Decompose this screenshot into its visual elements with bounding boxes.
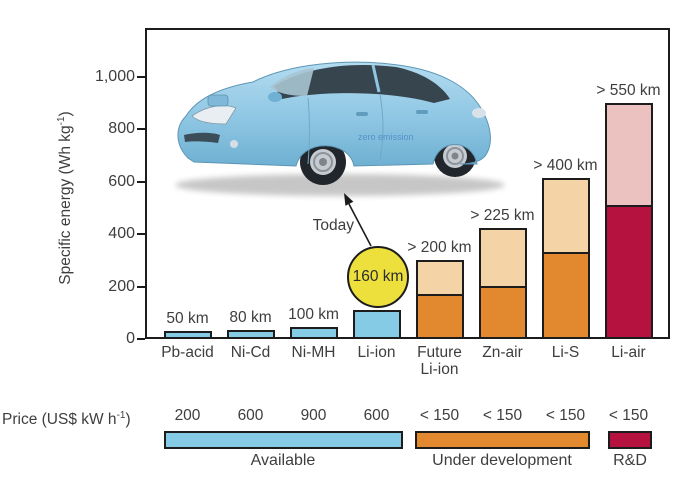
- category-label: Ni-MH: [291, 344, 336, 361]
- y-axis-title-sup: -1: [56, 116, 67, 126]
- bar-segment-available: [226, 329, 275, 339]
- bar-segment-rnd_projected: [604, 103, 653, 207]
- bar-segment-available: [289, 327, 338, 339]
- bar-ni-cd: [226, 329, 275, 339]
- y-tick-label: 800: [108, 120, 135, 138]
- bar-segment-under_development: [415, 295, 464, 339]
- car-shadow: [175, 174, 505, 196]
- car-pillar: [371, 64, 381, 93]
- legend-caption-under-development: Under development: [432, 452, 572, 469]
- car-bumper-intake: [184, 132, 220, 143]
- car-door-line2: [307, 97, 310, 165]
- price-label-close: ): [125, 411, 131, 429]
- price-label-sup: -1: [116, 410, 126, 421]
- range-label: > 400 km: [533, 156, 598, 174]
- category-label: Li-ion: [357, 344, 396, 361]
- bar-pb-acid: [163, 331, 212, 339]
- legend-band-available: [164, 431, 403, 449]
- range-label: 100 km: [288, 306, 339, 324]
- category-label: Li-air: [611, 344, 646, 361]
- bar-segment-available: [163, 331, 212, 339]
- bar-segment-under_development_projected: [541, 177, 590, 254]
- y-tick-mark: [137, 233, 145, 236]
- category-label: Future Li-ion: [417, 344, 462, 378]
- price-label-text: Price (US$ kW h: [2, 411, 117, 429]
- car-windows: [274, 65, 450, 103]
- range-label: > 225 km: [470, 206, 535, 224]
- price-value: < 150: [545, 407, 586, 424]
- price-value: 200: [174, 407, 201, 424]
- today-range-circle: 160 km: [347, 246, 409, 308]
- y-axis-title: Specific energy (Wh kg-1): [52, 83, 75, 313]
- y-tick-label: 0: [126, 330, 135, 347]
- bar-zn-air: [478, 227, 527, 339]
- today-label: Today: [312, 217, 354, 234]
- category-label: Pb-acid: [161, 344, 214, 361]
- car-image: zero emission: [175, 61, 505, 196]
- y-tick-label: 600: [108, 172, 135, 190]
- bar-ni-mh: [289, 327, 338, 339]
- bar-segment-under_development: [541, 253, 590, 339]
- legend-band-rnd: [608, 431, 652, 449]
- car-windshield: [270, 68, 314, 96]
- price-value: < 150: [482, 407, 523, 424]
- car-door-handle-front: [356, 112, 368, 116]
- price-axis-label: Price (US$ kW h-1): [2, 407, 131, 429]
- bar-li-s: [541, 177, 590, 339]
- today-range-circle-label: 160 km: [352, 268, 404, 285]
- bar-segment-rnd: [604, 206, 653, 339]
- y-tick-label: 200: [108, 277, 135, 295]
- legend-caption-available: Available: [250, 452, 316, 469]
- y-axis-title-text: Specific energy (Wh kg: [57, 125, 75, 285]
- y-tick-mark: [137, 76, 145, 78]
- price-value: < 150: [608, 407, 649, 424]
- y-tick-mark: [137, 180, 145, 183]
- bar-li-air: [604, 103, 653, 339]
- y-tick-mark: [137, 128, 145, 131]
- car-front-wheel: [300, 139, 346, 185]
- price-value: 600: [363, 407, 390, 424]
- y-tick-label: 400: [108, 225, 135, 243]
- y-tick-mark: [137, 285, 145, 288]
- car-charge-port: [207, 94, 229, 107]
- car-headlight: [191, 105, 237, 125]
- bar-segment-under_development_projected: [415, 260, 464, 296]
- car-fog-light: [230, 140, 238, 148]
- range-label: 80 km: [229, 308, 272, 326]
- y-tick-label: 1,000: [94, 68, 135, 85]
- category-label: Ni-Cd: [230, 344, 271, 361]
- bar-segment-under_development_projected: [478, 227, 527, 288]
- price-value: 600: [237, 407, 264, 424]
- car-decal-text: zero emission: [358, 132, 414, 142]
- bar-segment-available: [352, 310, 401, 339]
- bar-segment-under_development: [478, 287, 527, 339]
- y-tick-mark: [137, 338, 145, 340]
- range-label: > 200 km: [407, 239, 472, 257]
- range-label: > 550 km: [596, 82, 661, 100]
- legend-caption-rnd: R&D: [613, 452, 647, 469]
- price-value: 900: [300, 407, 327, 424]
- bar-future-li-ion: [415, 260, 464, 339]
- price-value: < 150: [419, 407, 460, 424]
- y-axis-title-close: ): [57, 111, 75, 117]
- car-mirror: [268, 92, 282, 102]
- car-door-line: [379, 93, 384, 161]
- category-label: Zn-air: [482, 344, 523, 361]
- legend-band-under-development: [415, 431, 590, 449]
- category-label: Li-S: [551, 344, 580, 361]
- car-door-handle-rear: [416, 110, 428, 114]
- bar-li-ion: [352, 310, 401, 339]
- car-taillight: [472, 108, 486, 118]
- range-label: 50 km: [166, 310, 209, 328]
